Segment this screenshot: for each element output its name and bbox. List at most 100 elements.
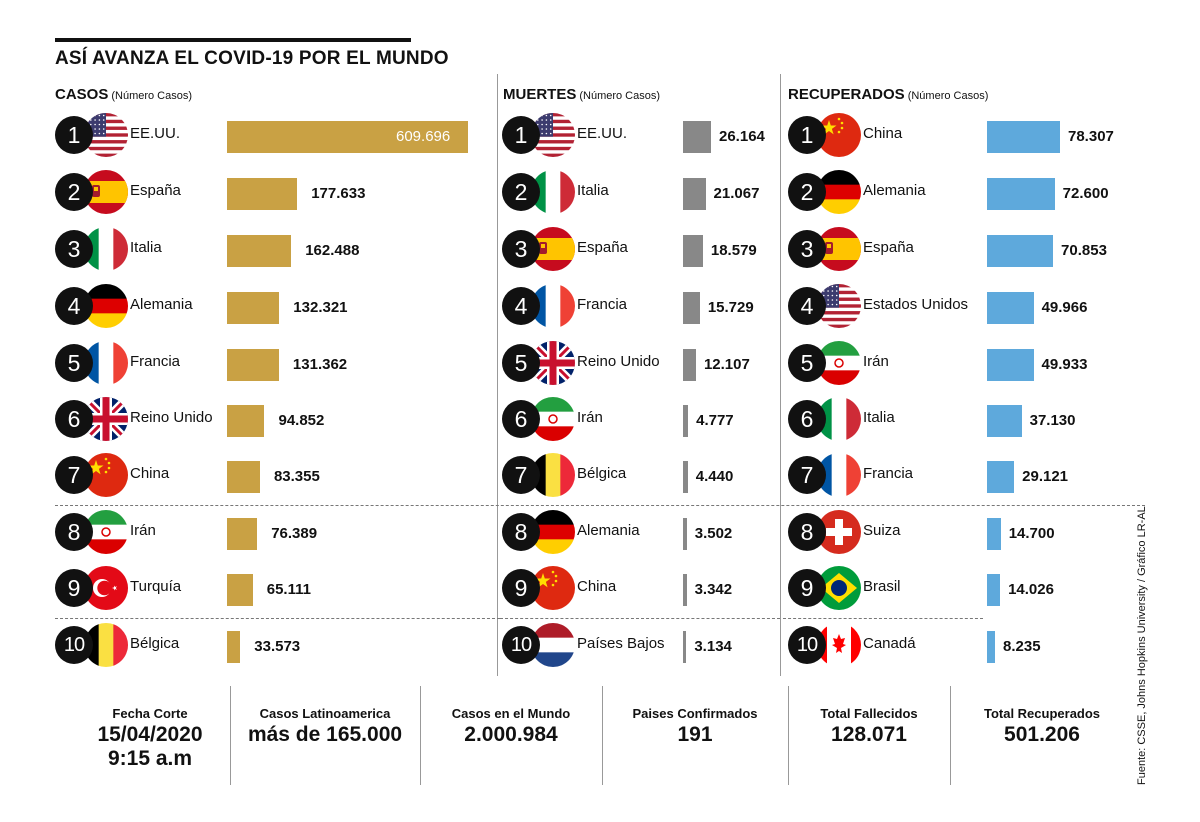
country-name: Italia	[130, 239, 162, 256]
muertes-header: MUERTES (Número Casos)	[503, 86, 660, 103]
rank-badge: 7	[502, 456, 540, 494]
country-name: China	[863, 125, 903, 142]
rank-badge: 1	[788, 116, 826, 154]
country-name: EE.UU.	[130, 125, 181, 142]
casos-value-label: 94.852	[278, 412, 325, 429]
iran-flag-icon	[531, 397, 575, 441]
muertes-row: 8 Alemania	[502, 510, 882, 554]
casos-value-label: 177.633	[311, 185, 366, 202]
rank-badge: 6	[788, 400, 826, 438]
casos-bar	[227, 461, 260, 493]
casos-value-label: 132.321	[293, 299, 348, 316]
stat-divider	[602, 686, 603, 785]
casos-bar	[227, 178, 298, 210]
muertes-value-label: 3.502	[694, 525, 733, 542]
casos-bar	[227, 518, 258, 550]
stat-divider	[420, 686, 421, 785]
muertes-bar	[683, 121, 711, 153]
casos-header: CASOS (Número Casos)	[55, 86, 192, 103]
country-name: Reino Unido	[577, 353, 660, 370]
casos-bar	[227, 405, 265, 437]
muertes-bar	[683, 461, 688, 493]
recuperados-bar	[987, 235, 1054, 267]
recuperados-row: 6 Italia	[788, 397, 1168, 441]
germany-flag-icon	[817, 170, 861, 214]
muertes-value-label: 21.067	[713, 185, 760, 202]
muertes-subtitle: (Número Casos)	[579, 90, 661, 102]
rank-badge: 4	[502, 287, 540, 325]
muertes-row: 10 Países Bajos	[502, 623, 882, 667]
fallecidos-value: 128.071	[831, 723, 907, 746]
muertes-title: MUERTES	[503, 86, 577, 103]
recuperados-value-label: 70.853	[1061, 242, 1107, 259]
casos-bar	[227, 349, 279, 381]
rank-badge: 9	[788, 569, 826, 607]
rank-badge: 5	[55, 344, 93, 382]
rank-badge: 5	[788, 344, 826, 382]
muertes-row: 2 Italia	[502, 170, 882, 214]
casos-bar	[227, 631, 241, 663]
recuperados-value-label: 72.600	[1062, 185, 1109, 202]
stat-fecha-corte: Fecha Corte 15/04/2020 9:15 a.m	[70, 706, 230, 771]
fecha-date: 15/04/2020	[97, 723, 203, 746]
country-name: China	[130, 465, 170, 482]
germany-flag-icon	[84, 284, 128, 328]
rank-badge: 6	[502, 400, 540, 438]
muertes-row: 6 Irán	[502, 397, 882, 441]
mundo-label: Casos en el Mundo	[451, 706, 571, 721]
country-name: China	[577, 578, 617, 595]
muertes-bar	[683, 574, 687, 606]
recuperados-row: 2 Alemania	[788, 170, 1168, 214]
rank-badge: 3	[788, 230, 826, 268]
muertes-value-label: 3.342	[694, 581, 733, 598]
rank-badge: 9	[502, 569, 540, 607]
country-name: Brasil	[863, 578, 901, 595]
casos-value-label: 76.389	[271, 525, 318, 542]
muertes-bar	[683, 349, 696, 381]
country-name: Italia	[863, 409, 895, 426]
casos-value-label: 33.573	[254, 638, 301, 655]
column-divider	[780, 74, 781, 676]
recuperados-value: 501.206	[1004, 723, 1080, 746]
muertes-bar	[683, 235, 703, 267]
country-name: Francia	[577, 296, 628, 313]
recuperados-header: RECUPERADOS (Número Casos)	[788, 86, 988, 103]
rank-badge: 4	[788, 287, 826, 325]
casos-bar	[227, 574, 253, 606]
fallecidos-label: Total Fallecidos	[820, 706, 918, 721]
muertes-bar	[683, 518, 687, 550]
rank-separator	[500, 618, 780, 619]
recuperados-bar	[987, 121, 1060, 153]
stat-divider	[788, 686, 789, 785]
latam-label: Casos Latinoamerica	[259, 706, 391, 721]
casos-row: 6 Reino Unido	[55, 397, 435, 441]
recuperados-value-label: 8.235	[1003, 638, 1041, 655]
muertes-row: 3 España	[502, 227, 882, 271]
muertes-row: 7 Bélgica	[502, 453, 882, 497]
country-name: Irán	[863, 353, 889, 370]
muertes-row: 9 China	[502, 566, 882, 610]
paises-value: 191	[677, 723, 713, 746]
muertes-bar	[683, 405, 689, 437]
country-name: Irán	[130, 522, 156, 539]
recuperados-value-label: 78.307	[1068, 128, 1114, 145]
rank-badge: 10	[788, 626, 826, 664]
mundo-value: 2.000.984	[464, 723, 558, 746]
netherlands-flag-icon	[531, 623, 575, 667]
country-name: Alemania	[130, 296, 193, 313]
casos-row: 10 Bélgica	[55, 623, 435, 667]
country-name: Irán	[577, 409, 603, 426]
rank-badge: 4	[55, 287, 93, 325]
iran-flag-icon	[84, 510, 128, 554]
muertes-value-label: 26.164	[719, 128, 765, 145]
spain-flag-icon	[817, 227, 861, 271]
recuperados-value-label: 49.933	[1041, 356, 1088, 373]
recuperados-value-label: 29.121	[1022, 468, 1069, 485]
muertes-bar	[683, 178, 706, 210]
recuperados-bar	[987, 178, 1055, 210]
rank-separator	[783, 618, 983, 619]
casos-row: 1 EE.UU.	[55, 113, 435, 157]
rank-badge: 2	[55, 173, 93, 211]
casos-row: 2 España	[55, 170, 435, 214]
casos-bar	[227, 292, 280, 324]
